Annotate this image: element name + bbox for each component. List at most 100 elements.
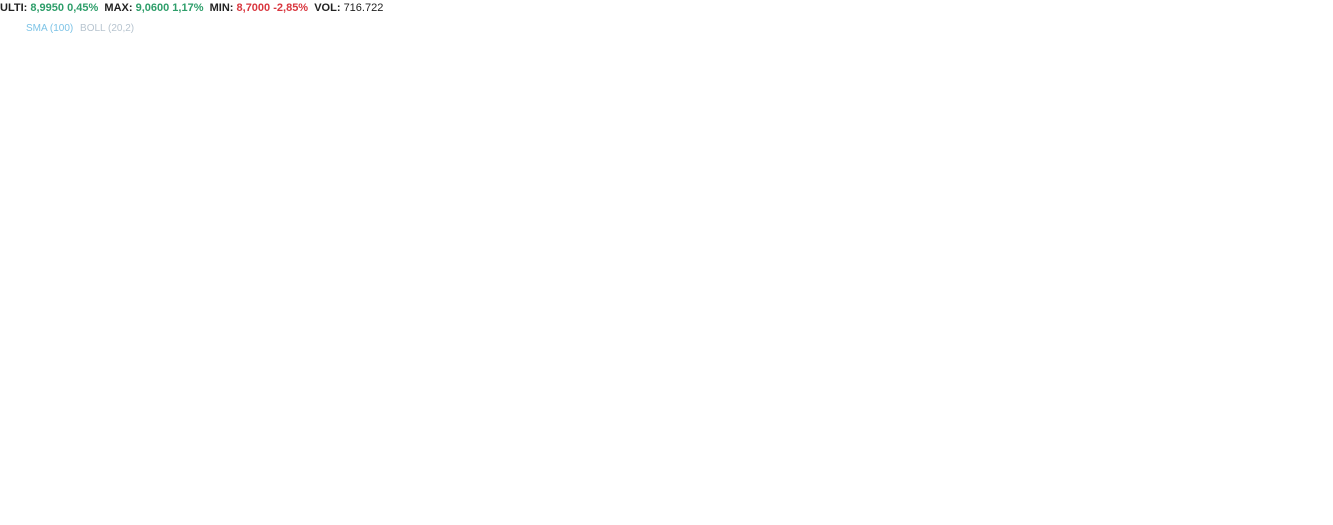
volume-bar [50,495,53,508]
volume-bar [22,488,26,508]
volume-bar [303,495,306,508]
volume-bar [82,490,86,508]
candle-body [420,65,423,74]
candle-body [406,71,410,89]
candle-body [171,142,175,146]
candle-body [222,141,226,153]
candle-body [797,363,801,367]
volume-bar [188,489,191,508]
volume-bar [59,496,63,508]
x-tick-label: Nov [524,510,542,521]
candle-body [617,290,621,296]
candle-body [907,356,911,360]
volume-bar [638,482,642,508]
candle-body [981,378,985,389]
candle-body [875,359,879,370]
candle-body [1050,423,1054,429]
candle-body [199,140,203,160]
volume-bar [845,496,849,508]
volume-bar [1052,495,1056,508]
volume-bar [155,490,159,508]
volume-bar [450,490,454,508]
candle-body [1008,397,1012,408]
volume-bar [1062,487,1065,508]
candle-body [852,356,856,378]
candle-body [70,89,74,96]
candle-body [1073,417,1077,425]
candle-body [208,140,212,170]
volume-bar [523,491,527,508]
volume-bar [758,488,762,508]
candle-body [962,369,966,372]
volume-bar [381,487,385,508]
candle-body [912,350,916,363]
volume-bar [284,493,288,508]
indicator-legend[interactable]: SMA (100) BOLL (20,2) [26,23,134,34]
min-label: MIN: [209,2,234,14]
y-tick-pct: 73.38% [1284,153,1320,165]
candle-body [953,360,957,368]
x-tick-label: Jul [89,510,102,521]
volume-bar [979,493,983,508]
volume-bar [905,496,909,508]
volume-bar [229,488,233,508]
candle-body [677,309,681,324]
volume-bar [560,484,564,508]
sma-legend[interactable]: SMA (100) [26,23,74,34]
volume-bar [132,497,136,508]
volume-bar [146,490,150,508]
candle-body [811,356,814,381]
volume-bar [54,482,58,508]
y-tick-pct: 8.69% [1284,418,1314,430]
volume-bar [358,497,362,508]
candle-body [185,137,189,151]
volume-bar [671,496,674,508]
candle-body [792,361,796,364]
boll-legend[interactable]: BOLL (20,2) [80,23,135,34]
candle-body [1077,411,1081,430]
candle-body [700,331,704,341]
y-tick-price: 6,0880 [1284,458,1316,470]
volume-bar [615,492,619,508]
candle-body [861,363,865,376]
candle-body [52,65,55,95]
candle-body [737,337,741,350]
candle-body [525,227,529,239]
x-tick-label: Sep [309,510,327,521]
candle-body [1027,406,1031,414]
volume-bar [666,488,670,508]
candle-body [291,113,295,120]
candle-body [985,369,989,395]
volume-bar [629,493,633,508]
volume-bar [500,484,504,508]
volume-bar [878,483,881,508]
candle-body [1054,422,1058,444]
candle-body [295,114,299,120]
candle-body [226,141,230,144]
candle-body [544,249,548,260]
volume-bar [91,495,95,508]
volume-bar [781,484,785,508]
volume-bar [717,489,720,508]
volume-bar [36,490,40,508]
candle-body [1018,398,1021,417]
volume-bar [597,453,601,508]
candle-body [645,291,649,293]
volume-bar [473,482,477,508]
volume-bar [841,489,845,508]
volume-bar [247,486,251,508]
volume-bar [1071,481,1075,508]
volume-bar [326,490,329,508]
volume-bar [330,492,334,508]
candle-body [387,75,391,94]
candle-body [921,347,925,365]
candle-body [585,208,589,224]
candle-body [999,388,1003,397]
volume-bar [422,482,426,508]
volume-bar [680,485,684,508]
volume-bar [349,496,352,508]
volume-bar [128,490,132,508]
candle-body [415,66,419,85]
